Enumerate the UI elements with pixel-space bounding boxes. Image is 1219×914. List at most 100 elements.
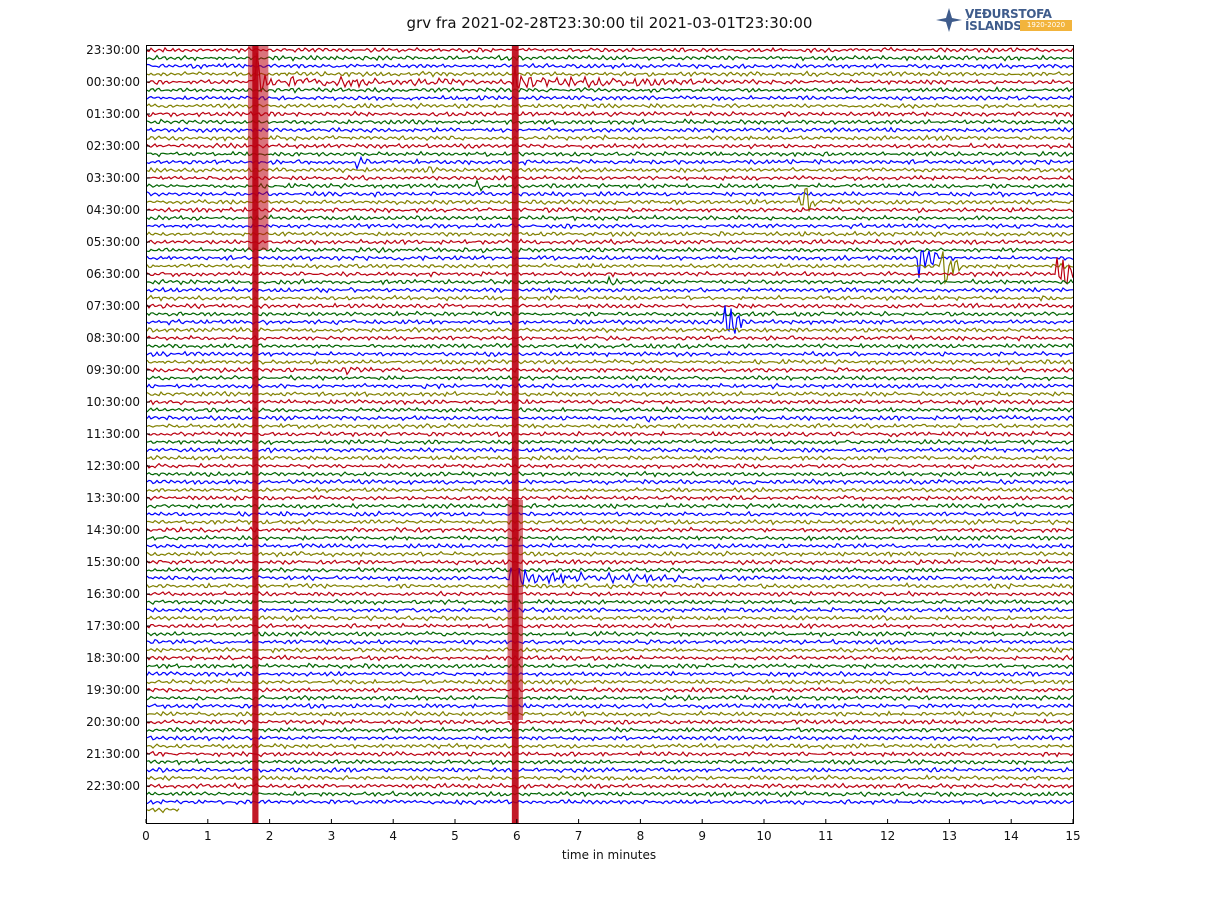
y-tick-label-5: 04:30:00 [86, 203, 140, 217]
trace-line-72 [146, 622, 1074, 630]
trace-line-46 [146, 414, 1074, 423]
trace-line-90 [146, 766, 1074, 774]
trace-line-75 [146, 646, 1074, 654]
y-tick-label-20: 19:30:00 [86, 683, 140, 697]
trace-line-61 [146, 534, 1074, 542]
quake-band-1 [511, 45, 519, 823]
trace-line-95 [146, 807, 180, 814]
trace-line-68 [146, 590, 1074, 598]
x-tick-label-12: 12 [880, 829, 895, 843]
trace-line-38 [146, 350, 1074, 358]
trace-line-84 [146, 718, 1074, 726]
trace-line-48 [146, 430, 1074, 438]
y-tick-label-14: 13:30:00 [86, 491, 140, 505]
trace-line-28 [146, 257, 1074, 285]
chart-title: grv fra 2021-02-28T23:30:00 til 2021-03-… [406, 14, 813, 32]
trace-line-2 [146, 62, 1074, 70]
x-tick-label-6: 6 [513, 829, 521, 843]
x-tick-label-7: 7 [575, 829, 583, 843]
trace-line-54 [146, 478, 1074, 486]
trace-line-27 [146, 251, 1074, 285]
x-tick-label-1: 1 [204, 829, 212, 843]
trace-line-70 [146, 606, 1074, 614]
quake-band-2 [247, 45, 269, 250]
trace-line-44 [146, 398, 1074, 406]
trace-line-73 [146, 630, 1074, 638]
logo-badge: 1920-2020 [1020, 20, 1072, 31]
trace-line-65 [146, 566, 1074, 574]
trace-line-64 [146, 558, 1074, 566]
trace-line-47 [146, 422, 1074, 430]
trace-line-67 [146, 582, 1074, 590]
y-axis: 23:30:00 00:30:00 01:30:00 02:30:00 03:30:00… [86, 43, 150, 793]
trace-line-16 [146, 174, 1074, 182]
trace-line-42 [146, 382, 1074, 390]
trace-line-32 [146, 302, 1074, 310]
trace-line-78 [146, 670, 1074, 678]
trace-line-39 [146, 358, 1074, 366]
trace-line-24 [146, 238, 1074, 246]
trace-line-94 [146, 798, 1074, 806]
x-axis: 0 1 2 3 4 5 6 7 8 9 10 11 12 13 14 15 [142, 819, 1081, 843]
y-tick-label-23: 22:30:00 [86, 779, 140, 793]
trace-line-1 [146, 54, 1074, 62]
trace-line-31 [146, 294, 1074, 302]
trace-line-5 [146, 86, 1074, 94]
trace-line-22 [146, 222, 1074, 230]
trace-line-93 [146, 790, 1074, 798]
x-tick-label-2: 2 [266, 829, 274, 843]
y-tick-label-9: 08:30:00 [86, 331, 140, 345]
trace-line-8 [146, 110, 1074, 118]
y-tick-label-13: 12:30:00 [86, 459, 140, 473]
y-tick-label-18: 17:30:00 [86, 619, 140, 633]
trace-line-60 [146, 526, 1074, 534]
vedurstofa-logo: VEÐURSTOFA ÍSLANDS 1920-2020 [935, 6, 1075, 36]
trace-line-35 [146, 326, 1074, 334]
trace-line-76 [146, 654, 1074, 662]
y-tick-label-22: 21:30:00 [86, 747, 140, 761]
x-tick-label-13: 13 [942, 829, 957, 843]
trace-line-79 [146, 678, 1074, 686]
trace-line-83 [146, 710, 1074, 718]
trace-line-14 [146, 155, 1074, 171]
trace-line-11 [146, 134, 1074, 142]
x-tick-label-14: 14 [1004, 829, 1019, 843]
x-tick-label-15: 15 [1065, 829, 1080, 843]
trace-line-89 [146, 758, 1074, 766]
trace-line-87 [146, 742, 1074, 750]
trace-line-41 [146, 374, 1074, 382]
trace-line-69 [146, 598, 1074, 606]
trace-line-49 [146, 438, 1074, 446]
trace-line-6 [146, 94, 1074, 102]
logo-line1: VEÐURSTOFA [965, 7, 1052, 21]
trace-line-33 [146, 310, 1074, 318]
x-tick-label-11: 11 [818, 829, 833, 843]
y-tick-label-4: 03:30:00 [86, 171, 140, 185]
trace-line-56 [146, 494, 1074, 502]
y-tick-label-21: 20:30:00 [86, 715, 140, 729]
trace-line-21 [146, 214, 1074, 222]
trace-line-17 [146, 178, 1074, 192]
trace-line-55 [146, 486, 1074, 494]
trace-line-81 [146, 694, 1074, 702]
logo-line2: ÍSLANDS [965, 19, 1022, 33]
quake-band-0 [252, 45, 259, 823]
y-tick-label-19: 18:30:00 [86, 651, 140, 665]
trace-line-45 [146, 406, 1074, 414]
trace-line-80 [146, 686, 1074, 694]
y-tick-label-7: 06:30:00 [86, 267, 140, 281]
trace-line-85 [146, 726, 1074, 734]
y-tick-label-11: 10:30:00 [86, 395, 140, 409]
trace-line-57 [146, 502, 1074, 510]
trace-line-74 [146, 638, 1074, 646]
trace-line-59 [147, 518, 1074, 526]
y-tick-label-16: 15:30:00 [86, 555, 140, 569]
trace-line-15 [146, 166, 1074, 174]
x-tick-label-3: 3 [328, 829, 336, 843]
trace-line-77 [146, 662, 1074, 670]
y-tick-label-1: 00:30:00 [86, 75, 140, 89]
trace-line-86 [146, 734, 1074, 742]
trace-line-4 [146, 52, 1074, 93]
trace-line-29 [146, 275, 1074, 286]
